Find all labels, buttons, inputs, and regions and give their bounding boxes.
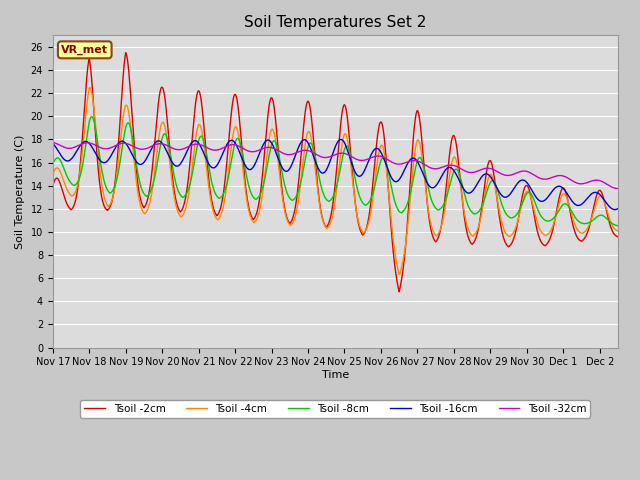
- Tsoil -16cm: [147, 147, 155, 153]
- Tsoil -2cm: [604, 211, 611, 217]
- Tsoil -2cm: [543, 242, 550, 248]
- Tsoil -8cm: [147, 188, 155, 193]
- Tsoil -4cm: [147, 194, 155, 200]
- Title: Soil Temperatures Set 2: Soil Temperatures Set 2: [244, 15, 426, 30]
- Tsoil -16cm: [603, 201, 611, 206]
- Tsoil -4cm: [396, 272, 403, 277]
- Y-axis label: Soil Temperature (C): Soil Temperature (C): [15, 134, 25, 249]
- Tsoil -4cm: [113, 166, 121, 171]
- Tsoil -8cm: [614, 223, 622, 229]
- Tsoil -4cm: [266, 133, 273, 139]
- Tsoil -2cm: [49, 183, 56, 189]
- Tsoil -8cm: [603, 216, 611, 222]
- Tsoil -8cm: [88, 114, 95, 120]
- X-axis label: Time: Time: [322, 370, 349, 380]
- Tsoil -4cm: [49, 171, 56, 177]
- Tsoil -16cm: [542, 196, 550, 202]
- Tsoil -16cm: [611, 207, 619, 213]
- Tsoil -32cm: [266, 144, 273, 150]
- Tsoil -16cm: [113, 142, 121, 148]
- Text: VR_met: VR_met: [61, 45, 108, 55]
- Tsoil -8cm: [113, 174, 121, 180]
- Tsoil -16cm: [49, 141, 56, 146]
- Tsoil -2cm: [614, 234, 622, 240]
- Tsoil -2cm: [291, 210, 298, 216]
- Tsoil -8cm: [291, 196, 298, 202]
- Tsoil -4cm: [543, 232, 550, 238]
- Tsoil -32cm: [113, 142, 121, 148]
- Tsoil -32cm: [614, 186, 621, 192]
- Tsoil -4cm: [604, 208, 611, 214]
- Tsoil -32cm: [290, 151, 298, 156]
- Line: Tsoil -32cm: Tsoil -32cm: [52, 143, 618, 189]
- Line: Tsoil -16cm: Tsoil -16cm: [52, 140, 618, 210]
- Tsoil -2cm: [147, 177, 155, 183]
- Line: Tsoil -2cm: Tsoil -2cm: [52, 53, 618, 292]
- Legend: Tsoil -2cm, Tsoil -4cm, Tsoil -8cm, Tsoil -16cm, Tsoil -32cm: Tsoil -2cm, Tsoil -4cm, Tsoil -8cm, Tsoi…: [80, 400, 591, 418]
- Tsoil -2cm: [122, 50, 129, 56]
- Line: Tsoil -4cm: Tsoil -4cm: [52, 88, 618, 275]
- Tsoil -16cm: [337, 137, 345, 143]
- Tsoil -32cm: [603, 181, 611, 187]
- Line: Tsoil -8cm: Tsoil -8cm: [52, 117, 618, 226]
- Tsoil -4cm: [614, 228, 622, 234]
- Tsoil -8cm: [49, 161, 56, 167]
- Tsoil -2cm: [113, 157, 121, 163]
- Tsoil -32cm: [542, 176, 550, 182]
- Tsoil -32cm: [614, 186, 622, 192]
- Tsoil -32cm: [49, 140, 56, 145]
- Tsoil -2cm: [396, 289, 403, 295]
- Tsoil -4cm: [291, 217, 298, 223]
- Tsoil -16cm: [290, 156, 298, 162]
- Tsoil -2cm: [266, 100, 273, 106]
- Tsoil -16cm: [266, 138, 273, 144]
- Tsoil -8cm: [266, 150, 273, 156]
- Tsoil -32cm: [147, 144, 155, 150]
- Tsoil -16cm: [614, 206, 622, 212]
- Tsoil -8cm: [542, 218, 550, 224]
- Tsoil -4cm: [86, 85, 93, 91]
